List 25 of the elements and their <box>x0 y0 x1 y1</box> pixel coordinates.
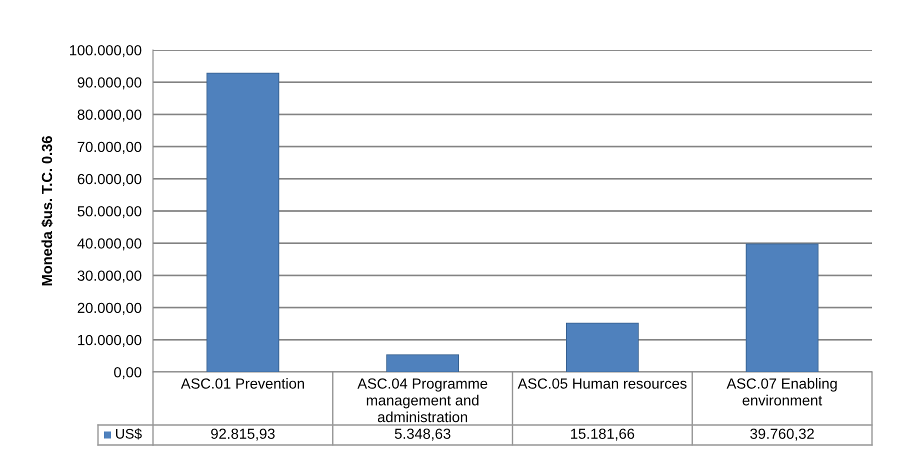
bar <box>566 322 639 372</box>
x-tick-label: ASC.05 Human resources <box>518 378 687 389</box>
x-tick-label: ASC.07 Enabling environment <box>726 378 837 406</box>
y-tick-label: 20.000,00 <box>78 302 142 315</box>
y-tick-label: 40.000,00 <box>77 238 142 250</box>
data-label: 15.181,66 <box>571 428 634 441</box>
y-tick-label: 100.000,00 <box>70 45 142 58</box>
legend-label: US$ <box>116 428 142 440</box>
x-tick-label: ASC.01 Prevention <box>180 378 304 389</box>
data-label: 39.760,32 <box>750 428 814 441</box>
y-tick-label: 60.000,00 <box>78 174 142 186</box>
y-tick-label: 70.000,00 <box>78 142 142 154</box>
y-tick-label: 80.000,00 <box>78 110 142 122</box>
y-tick-label: 10.000,00 <box>78 334 142 347</box>
data-label: 92.815,93 <box>211 428 275 441</box>
y-axis-title: Moneda $us. T.C. 0.36 <box>41 136 54 286</box>
y-tick-label: 90.000,00 <box>78 77 142 90</box>
bar <box>746 244 818 372</box>
y-tick-label: 0,00 <box>114 367 142 380</box>
bar <box>386 354 459 372</box>
y-tick-label: 50.000,00 <box>78 206 142 218</box>
bar <box>206 72 280 372</box>
y-tick-label: 30.000,00 <box>78 270 142 283</box>
x-tick-label: ASC.04 Programme management and administration <box>357 378 488 422</box>
data-label: 5.348,63 <box>394 428 450 441</box>
